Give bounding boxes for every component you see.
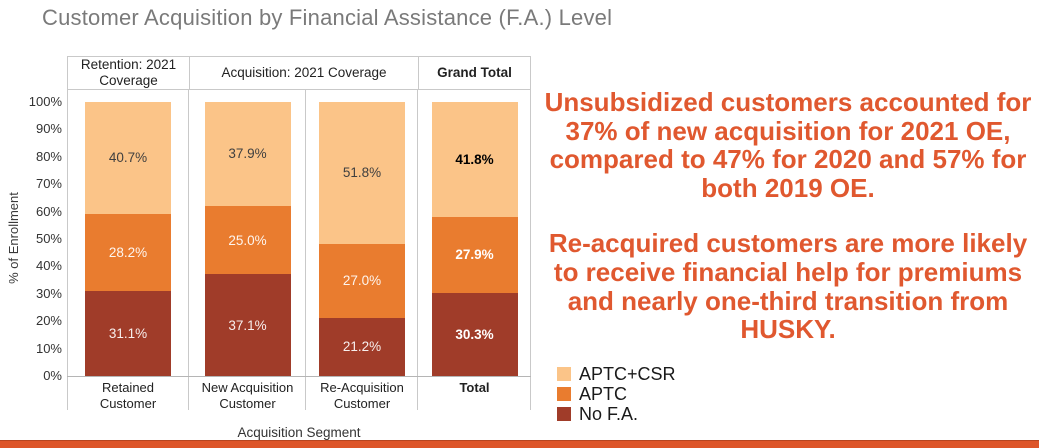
bar-segment-no-f-a-: 31.1%: [85, 290, 171, 376]
group-header-acquisition: Acquisition: 2021 Coverage: [189, 56, 418, 90]
x-axis-category-label: Total: [459, 380, 490, 395]
legend: APTC+CSR APTC No F.A.: [557, 364, 676, 424]
x-axis-category-label: New Acquisition Customer: [201, 380, 294, 411]
legend-swatch: [557, 387, 571, 401]
page-title: Customer Acquisition by Financial Assist…: [42, 5, 613, 30]
chart-panel: [67, 90, 189, 410]
stacked-bar: 40.7% 28.2% 31.1%: [85, 102, 171, 376]
x-axis-category-label: Re-Acquisition Customer: [320, 380, 404, 411]
callout-text-block: Unsubsidized customers accounted for 37%…: [537, 88, 1039, 371]
chart-panel: [189, 90, 306, 410]
y-tick-label: 30%: [35, 285, 62, 301]
y-tick-label: 40%: [35, 258, 62, 274]
legend-label: No F.A.: [579, 404, 639, 424]
bar-segment-aptc-csr: 51.8%: [319, 102, 405, 244]
y-tick-label: 90%: [35, 121, 62, 137]
y-tick-label: 70%: [35, 176, 62, 192]
bar-segment-aptc: 27.0%: [319, 243, 405, 318]
legend-label: APTC: [579, 384, 628, 404]
bar-segment-aptc-csr: 41.8%: [431, 102, 518, 217]
stacked-bar: 41.8% 27.9% 30.3%: [431, 102, 518, 376]
x-axis-title: Acquisition Segment: [237, 425, 361, 440]
callout-paragraph-1: Unsubsidized customers accounted for 37%…: [544, 87, 1032, 203]
chart-panel: [306, 90, 418, 410]
bar-segment-no-f-a-: 30.3%: [431, 292, 518, 376]
callout-paragraph-2: Re-acquired customers are more likely to…: [548, 228, 1028, 345]
bar-segment-no-f-a-: 37.1%: [204, 274, 291, 376]
chart-panel: [418, 90, 531, 410]
legend-item: APTC: [557, 384, 676, 404]
bar-segment-aptc: 27.9%: [431, 216, 518, 293]
bar-segment-aptc-csr: 40.7%: [85, 102, 171, 214]
legend-item: APTC+CSR: [557, 364, 676, 384]
group-header-retention: Retention: 2021 Coverage: [67, 56, 189, 90]
bar-segment-no-f-a-: 21.2%: [319, 317, 405, 376]
bar-segment-aptc: 28.2%: [85, 213, 171, 291]
stacked-bar: 51.8% 27.0% 21.2%: [319, 102, 405, 376]
x-axis-category-label: Retained Customer: [99, 380, 157, 411]
y-tick-label: 80%: [35, 148, 62, 164]
legend-swatch: [557, 367, 571, 381]
legend-swatch: [557, 407, 571, 421]
bar-segment-aptc-csr: 37.9%: [204, 102, 291, 206]
group-header-grand-total: Grand Total: [418, 56, 531, 90]
y-tick-label: 50%: [35, 231, 62, 246]
y-tick-label: 100%: [28, 94, 62, 109]
y-tick-label: 10%: [35, 340, 62, 356]
y-tick-label: 60%: [35, 203, 62, 219]
y-tick-label: 20%: [35, 313, 62, 329]
legend-label: APTC+CSR: [579, 364, 676, 384]
bar-segment-aptc: 25.0%: [204, 205, 291, 275]
y-tick-label: 0%: [43, 368, 62, 383]
stacked-bar: 37.9% 25.0% 37.1%: [204, 102, 291, 376]
legend-item: No F.A.: [557, 404, 676, 424]
footer-accent-band: [0, 440, 1039, 448]
x-axis-line: [67, 376, 531, 377]
